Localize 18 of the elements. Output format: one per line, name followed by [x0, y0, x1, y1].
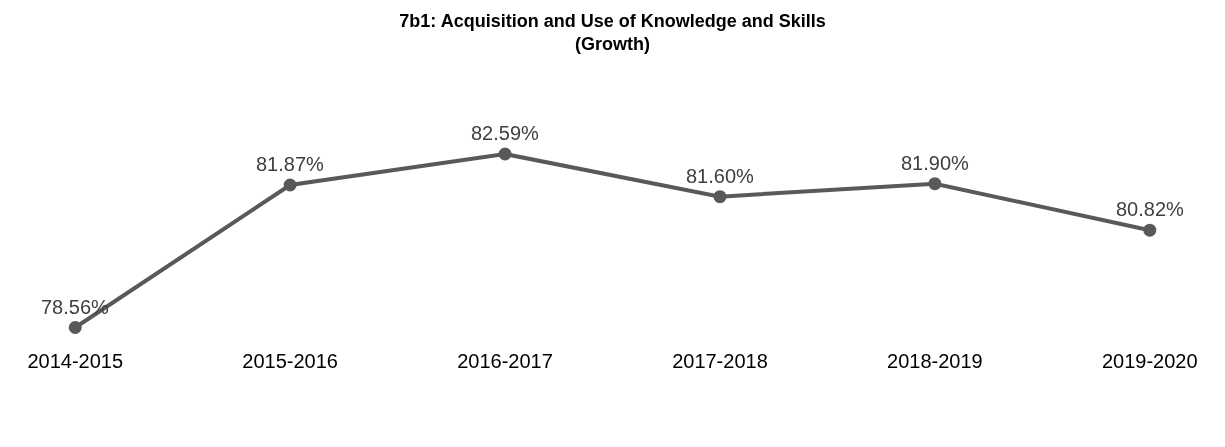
x-tick-label: 2019-2020: [1101, 350, 1198, 372]
data-label: 81.60%: [686, 165, 755, 187]
data-label: 81.90%: [901, 152, 970, 174]
x-tick-label: 2018-2019: [887, 350, 983, 372]
point: [68, 321, 82, 335]
point: [1143, 223, 1157, 237]
x-tick-label: 2014-2015: [27, 350, 124, 372]
point: [283, 178, 297, 192]
point: [498, 147, 512, 161]
data-label: 80.82%: [1116, 198, 1185, 220]
data-label: 81.87%: [256, 153, 325, 175]
data-label: 82.59%: [471, 122, 540, 144]
x-tick-label: 2017-2018: [672, 350, 768, 372]
point: [713, 190, 727, 204]
x-tick-label: 2015-2016: [242, 350, 338, 372]
x-tick-label: 2016-2017: [457, 350, 553, 372]
point: [928, 177, 942, 191]
chart-title: 7b1: Acquisition and Use of Knowledge and Skills (Growth): [399, 10, 826, 55]
